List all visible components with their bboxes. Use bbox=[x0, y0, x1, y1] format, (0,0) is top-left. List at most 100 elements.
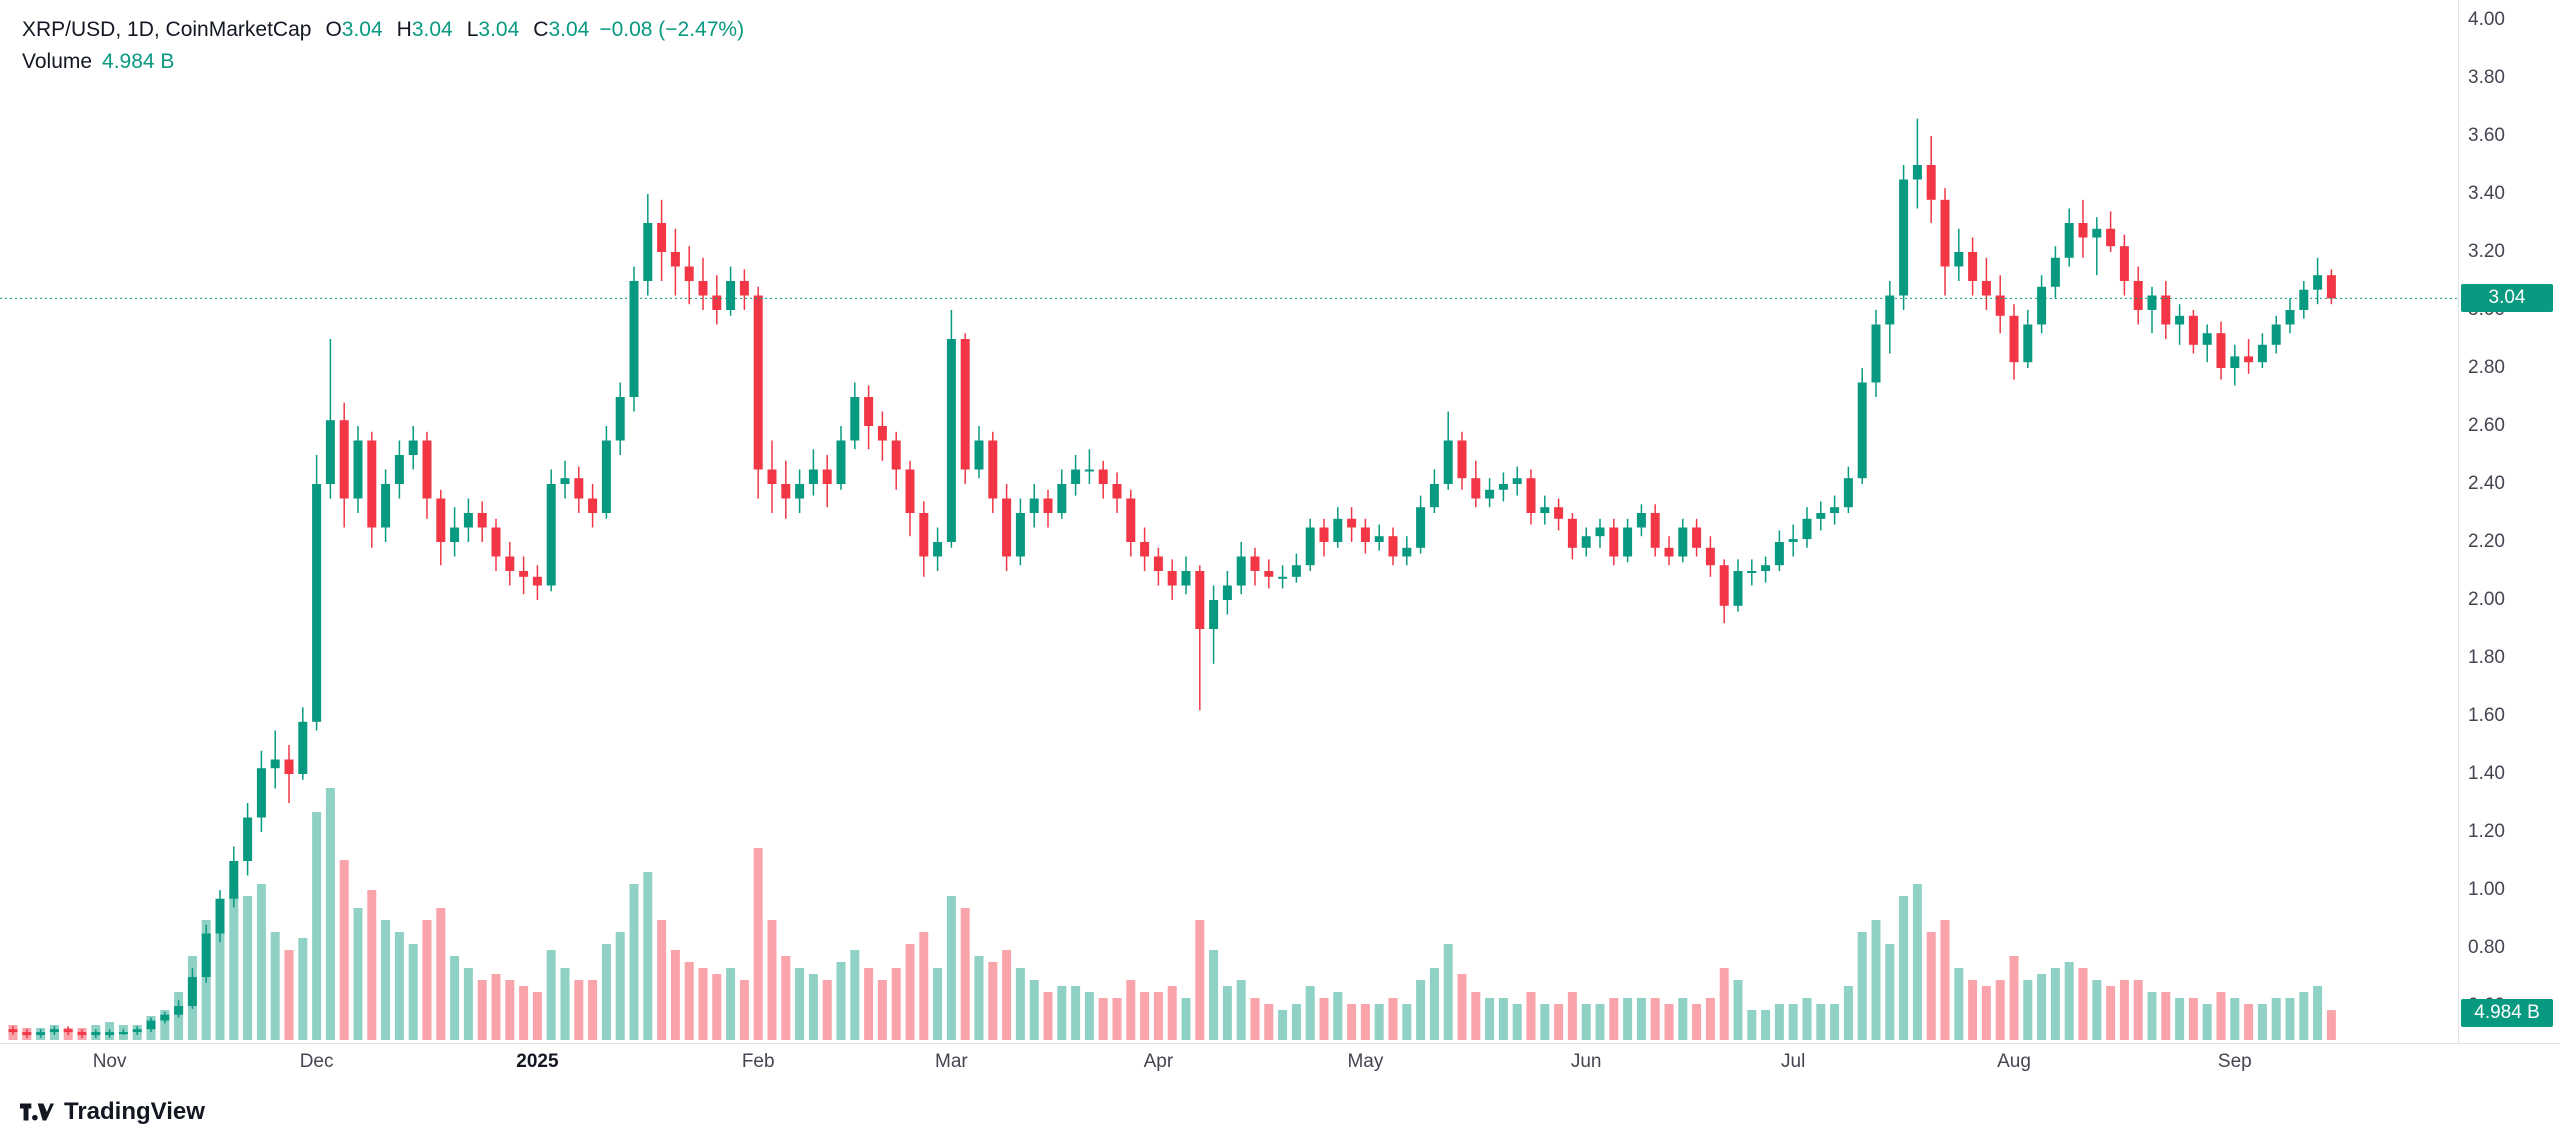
volume-bar bbox=[767, 920, 777, 1040]
candle-body bbox=[588, 498, 598, 513]
high-value: 3.04 bbox=[411, 18, 453, 41]
candle-body bbox=[1222, 585, 1232, 600]
candle-body bbox=[229, 861, 239, 899]
volume-bar bbox=[325, 788, 335, 1040]
candle-body bbox=[1830, 507, 1840, 513]
volume-bar bbox=[933, 968, 943, 1040]
volume-bar bbox=[1002, 950, 1012, 1040]
volume-bar bbox=[1250, 998, 1260, 1040]
volume-bar bbox=[1733, 980, 1743, 1040]
candle-body bbox=[1719, 565, 1729, 606]
chart-legend[interactable]: XRP/USD, 1D, CoinMarketCap O3.04 H3.04 L3.0… bbox=[22, 14, 744, 78]
volume-bar bbox=[2202, 1004, 2212, 1040]
candle-body bbox=[1912, 165, 1922, 180]
volume-bar bbox=[1181, 998, 1191, 1040]
candle-body bbox=[1816, 513, 1826, 519]
candle-body bbox=[243, 817, 253, 861]
candle-body bbox=[22, 1032, 32, 1035]
volume-bar bbox=[2147, 992, 2157, 1040]
candle-body bbox=[808, 469, 818, 484]
close-label: C bbox=[533, 18, 549, 41]
volume-bar bbox=[1512, 1004, 1522, 1040]
volume-bar bbox=[1498, 998, 1508, 1040]
volume-bar bbox=[1636, 998, 1646, 1040]
volume-bar bbox=[1567, 992, 1577, 1040]
volume-bar bbox=[1926, 932, 1936, 1040]
volume-bar bbox=[808, 974, 818, 1040]
candle-body bbox=[1747, 571, 1757, 573]
volume-bar bbox=[1084, 992, 1094, 1040]
price-axis-label: 3.20 bbox=[2468, 241, 2505, 262]
candle-body bbox=[505, 556, 515, 571]
candle-body bbox=[1429, 484, 1439, 508]
volume-bar bbox=[2230, 998, 2240, 1040]
candle-body bbox=[1195, 571, 1205, 629]
candle-body bbox=[367, 440, 377, 528]
volume-bar bbox=[1830, 1004, 1840, 1040]
candle-body bbox=[49, 1029, 59, 1033]
volume-bar bbox=[381, 920, 391, 1040]
volume-bar bbox=[1291, 1004, 1301, 1040]
volume-bar bbox=[1347, 1004, 1357, 1040]
volume-bar bbox=[229, 890, 239, 1040]
volume-bar bbox=[2313, 986, 2323, 1040]
candle-body bbox=[1664, 547, 1674, 557]
candle-body bbox=[2037, 286, 2047, 325]
candle-body bbox=[1153, 556, 1163, 571]
candle-body bbox=[422, 440, 432, 499]
candle-body bbox=[1084, 469, 1094, 472]
volume-bar bbox=[1912, 884, 1922, 1040]
time-axis-separator bbox=[0, 1043, 2560, 1044]
volume-bar bbox=[2106, 986, 2116, 1040]
candle-body bbox=[1002, 498, 1012, 557]
candle-body bbox=[1705, 547, 1715, 566]
tradingview-watermark[interactable]: TradingView bbox=[20, 1098, 205, 1126]
price-axis[interactable]: 4.003.803.603.403.203.002.802.602.402.20… bbox=[2458, 0, 2560, 1043]
volume-bar bbox=[1857, 932, 1867, 1040]
volume-bar bbox=[1374, 1004, 1384, 1040]
volume-bar bbox=[1692, 1004, 1702, 1040]
volume-bar bbox=[160, 1010, 170, 1040]
candle-body bbox=[891, 440, 901, 470]
volume-bar bbox=[891, 968, 901, 1040]
volume-bar bbox=[1167, 986, 1177, 1040]
candle-body bbox=[298, 721, 308, 774]
candle-body bbox=[1954, 252, 1964, 267]
candle-body bbox=[2244, 356, 2254, 363]
volume-bar bbox=[312, 812, 322, 1040]
candle-body bbox=[1209, 600, 1219, 629]
time-axis[interactable]: Nov Dec 2025 Feb Mar Apr May Jun Jul Aug Sep bbox=[0, 1043, 2560, 1085]
candle-body bbox=[1636, 513, 1646, 528]
time-axis-label: Nov bbox=[92, 1051, 127, 1072]
candle-body bbox=[1526, 478, 1536, 513]
candle-body bbox=[1899, 179, 1909, 296]
volume-value: 4.984 B bbox=[102, 50, 175, 73]
candle-body bbox=[2188, 315, 2198, 345]
volume-label[interactable]: Volume bbox=[22, 50, 93, 73]
volume-bar bbox=[408, 944, 418, 1040]
candle-body bbox=[1236, 556, 1246, 586]
candle-body bbox=[2299, 289, 2309, 310]
price-axis-label: 2.60 bbox=[2468, 415, 2505, 436]
candle-body bbox=[836, 440, 846, 484]
price-axis-label: 4.00 bbox=[2468, 9, 2505, 30]
candle-body bbox=[2326, 275, 2336, 299]
candle-body bbox=[215, 898, 225, 934]
volume-bar bbox=[2119, 980, 2129, 1040]
volume-bar bbox=[643, 872, 653, 1040]
volume-bar bbox=[850, 950, 860, 1040]
volume-bar bbox=[1264, 1004, 1274, 1040]
candle-body bbox=[1457, 440, 1467, 479]
price-axis-label: 2.00 bbox=[2468, 589, 2505, 610]
candle-body bbox=[1305, 527, 1315, 566]
candle-body bbox=[201, 933, 211, 977]
candle-body bbox=[394, 455, 404, 484]
symbol-title[interactable]: XRP/USD, 1D, CoinMarketCap bbox=[22, 18, 312, 41]
volume-bar bbox=[243, 896, 253, 1040]
candle-body bbox=[2133, 281, 2143, 310]
candle-body bbox=[795, 484, 805, 499]
volume-bar bbox=[698, 968, 708, 1040]
candle-body bbox=[491, 527, 501, 557]
